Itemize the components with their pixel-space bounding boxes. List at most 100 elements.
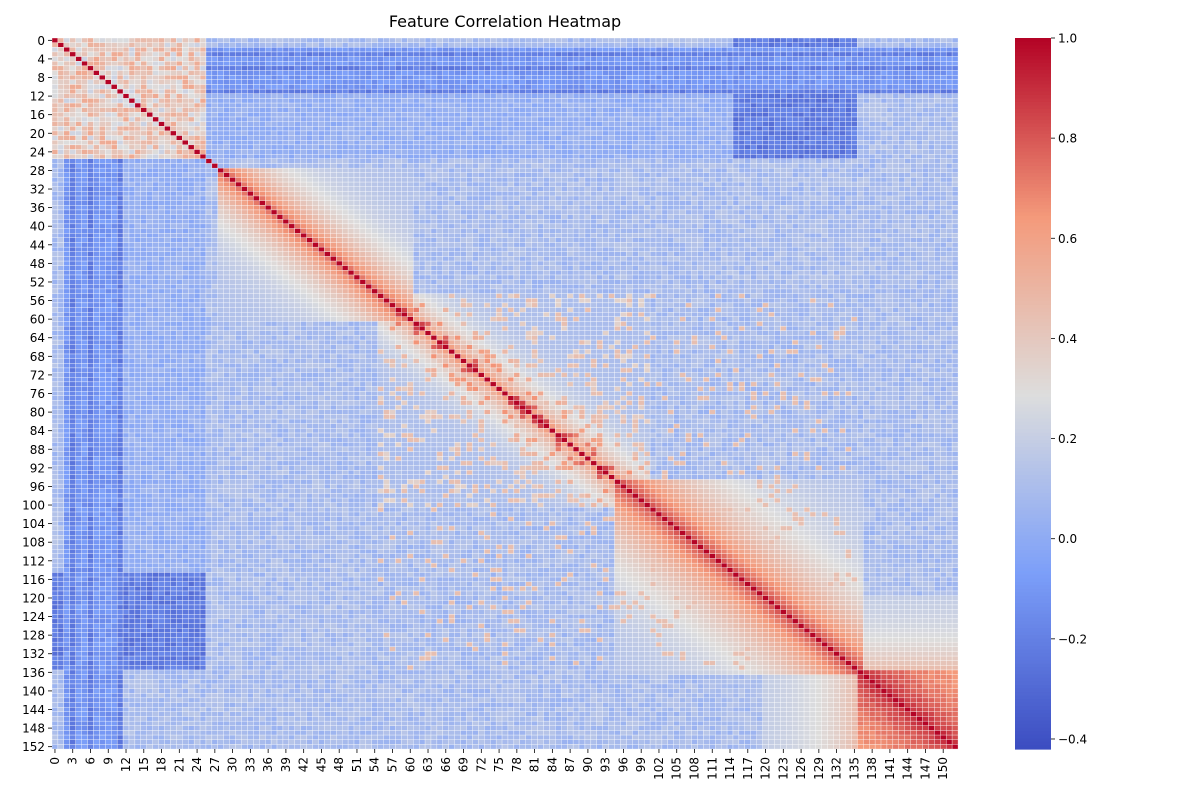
heatmap-cell [383,167,390,173]
heatmap-cell [484,88,491,94]
heatmap-cell [774,112,781,118]
heatmap-cell [922,61,929,67]
heatmap-cell [265,154,272,160]
heatmap-cell [602,186,609,192]
heatmap-cell [809,177,817,183]
heatmap-cell [288,130,296,136]
heatmap-cell [833,172,840,178]
heatmap-cell [892,93,900,99]
heatmap-cell [774,121,781,127]
heatmap-cell [614,75,621,81]
heatmap-cell [567,181,574,187]
heatmap-cell [750,144,757,150]
heatmap-cell [543,140,550,146]
heatmap-cell [732,70,740,76]
heatmap-cell [472,37,479,43]
heatmap-cell [276,126,284,132]
heatmap-cell [513,167,521,173]
heatmap-cell [549,130,556,136]
heatmap-cell [531,79,538,85]
heatmap-cell [276,112,284,118]
heatmap-cell [140,163,147,169]
heatmap-cell [87,98,94,104]
heatmap-cell [928,93,935,99]
heatmap-cell [229,126,236,132]
heatmap-cell [608,70,615,76]
heatmap-cell [217,75,224,81]
heatmap-cell [951,79,959,85]
heatmap-cell [703,42,710,48]
heatmap-cell [679,56,686,62]
heatmap-cell [448,37,455,43]
heatmap-cell [140,93,147,99]
heatmap-cell [383,70,390,76]
heatmap-cell [620,121,627,127]
heatmap-cell [484,70,491,76]
heatmap-cell [513,84,521,90]
heatmap-cell [472,163,479,169]
heatmap-cell [649,93,657,99]
heatmap-cell [833,47,840,53]
heatmap-cell [578,167,586,173]
heatmap-cell [869,42,876,48]
heatmap-cell [57,79,65,85]
heatmap-cell [365,135,372,141]
heatmap-cell [193,98,201,104]
heatmap-cell [383,84,390,90]
heatmap-cell [253,102,260,108]
heatmap-cell [578,79,586,85]
heatmap-cell [300,167,307,173]
heatmap-cell [726,177,734,183]
heatmap-cell [188,47,195,53]
heatmap-cell [661,79,669,85]
heatmap-cell [341,130,349,136]
heatmap-cell [401,149,408,155]
heatmap-cell [253,130,260,136]
heatmap-cell [922,181,929,187]
heatmap-cell [347,186,355,192]
heatmap-cell [442,140,449,146]
heatmap-cell [951,144,959,150]
heatmap-cell [863,56,870,62]
heatmap-cell [709,42,716,48]
heatmap-cell [874,130,882,136]
heatmap-cell [863,47,870,53]
heatmap-cell [288,70,296,76]
heatmap-cell [300,37,307,43]
heatmap-cell [898,158,905,164]
heatmap-cell [531,112,538,118]
heatmap-cell [128,56,136,62]
heatmap-cell [626,163,633,169]
heatmap-cell [407,56,414,62]
heatmap-cell [525,84,532,90]
heatmap-cell [75,93,82,99]
heatmap-cell [940,135,947,141]
heatmap-cell [863,42,870,48]
heatmap-cell [898,154,905,160]
heatmap-cell [466,65,473,71]
heatmap-cell [608,172,615,178]
heatmap-cell [472,70,479,76]
heatmap-cell [549,70,556,76]
heatmap-cell [655,177,663,183]
heatmap-cell [916,112,923,118]
heatmap-cell [638,51,645,57]
heatmap-cell [691,107,698,113]
heatmap-cell [697,167,704,173]
heatmap-cell [122,61,130,67]
heatmap-cell [815,79,823,85]
heatmap-cell [750,167,757,173]
heatmap-cell [105,93,112,99]
heatmap-cell [330,70,337,76]
heatmap-cell [880,79,888,85]
heatmap-cell [389,88,396,94]
heatmap-cell [241,149,248,155]
heatmap-cell [111,79,118,85]
heatmap-cell [768,181,775,187]
heatmap-cell [632,181,639,187]
heatmap-cell [661,158,669,164]
heatmap-cell [732,47,740,53]
heatmap-cell [454,42,461,48]
heatmap-cell [768,126,775,132]
heatmap-cell [673,98,680,104]
